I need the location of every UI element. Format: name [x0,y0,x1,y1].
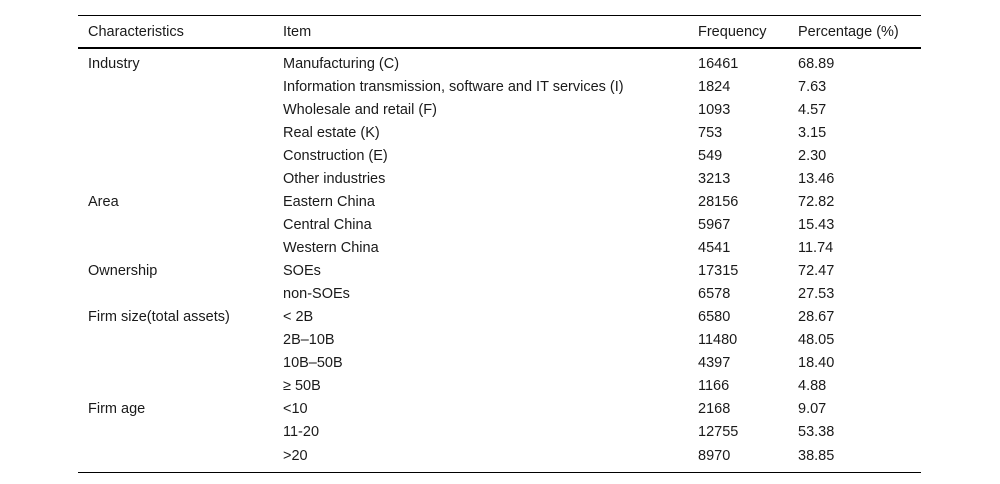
cell-percentage: 15.43 [798,216,835,233]
cell-characteristic [78,236,273,259]
cell-characteristic [78,374,273,397]
cell-characteristic [78,121,273,144]
cell-item: 10B–50B [283,354,343,371]
cell-characteristic: Industry [88,55,140,72]
cell-frequency: 753 [698,124,723,141]
cell-characteristic: Firm size(total assets) [88,308,230,325]
cell-frequency: 17315 [698,262,739,279]
cell-characteristic: Firm age [88,400,146,417]
cell-frequency: 3213 [698,170,731,187]
cell-item: SOEs [283,262,321,279]
cell-characteristic [78,282,273,305]
header-frequency: Frequency [698,23,767,40]
cell-frequency: 6580 [698,308,731,325]
cell-item: Information transmission, software and I… [283,78,624,95]
table-row: Firm size(total assets) < 2B 6580 28.67 [78,305,921,328]
cell-characteristic [78,98,273,121]
cell-item: Manufacturing (C) [283,55,400,72]
table-body: Industry Manufacturing (C) 16461 68.89 I… [78,48,921,473]
cell-percentage: 38.85 [798,448,835,464]
cell-percentage: 4.57 [798,101,827,118]
table-row: Firm age <10 2168 9.07 [78,397,921,420]
header-percentage: Percentage (%) [798,23,899,40]
cell-item: >20 [283,448,308,464]
cell-item: Eastern China [283,193,375,210]
header-row: Characteristics Item Frequency Percentag… [78,15,921,48]
cell-item: non-SOEs [283,285,350,302]
cell-item: Construction (E) [283,147,388,164]
cell-characteristic: Ownership [88,262,158,279]
cell-characteristic [78,213,273,236]
table-row: Area Eastern China 28156 72.82 [78,190,921,213]
table-row: Central China 5967 15.43 [78,213,921,236]
table-row: Ownership SOEs 17315 72.47 [78,259,921,282]
cell-frequency: 1093 [698,101,731,118]
cell-frequency: 8970 [698,448,731,464]
cell-item: Wholesale and retail (F) [283,101,437,118]
cell-item: <10 [283,400,308,417]
table-row: 2B–10B 11480 48.05 [78,328,921,351]
cell-frequency: 16461 [698,55,739,72]
table-row: Western China 4541 11.74 [78,236,921,259]
cell-frequency: 4541 [698,239,731,256]
cell-frequency: 6578 [698,285,731,302]
table-header: Characteristics Item Frequency Percentag… [78,15,921,48]
cell-characteristic [78,328,273,351]
table-row: 11-20 12755 53.38 [78,420,921,443]
cell-item: Real estate (K) [283,124,380,141]
table-row: Information transmission, software and I… [78,75,921,98]
cell-characteristic [78,75,273,98]
cell-characteristic [78,351,273,374]
cell-percentage: 13.46 [798,170,835,187]
cell-percentage: 72.47 [798,262,835,279]
cell-percentage: 53.38 [798,423,835,440]
sample-characteristics-table-container: Characteristics Item Frequency Percentag… [78,15,921,473]
cell-frequency: 12755 [698,423,739,440]
cell-percentage: 18.40 [798,354,835,371]
cell-characteristic: Area [88,193,119,210]
cell-percentage: 11.74 [798,239,834,256]
cell-characteristic [78,443,273,473]
cell-frequency: 28156 [698,193,739,210]
table-row: Industry Manufacturing (C) 16461 68.89 [78,48,921,75]
table-row: Wholesale and retail (F) 1093 4.57 [78,98,921,121]
cell-percentage: 28.67 [798,308,835,325]
cell-percentage: 2.30 [798,147,827,164]
cell-percentage: 4.88 [798,377,827,394]
sample-characteristics-table: Characteristics Item Frequency Percentag… [78,15,921,473]
cell-characteristic [78,144,273,167]
cell-item: 2B–10B [283,331,335,348]
header-characteristics: Characteristics [88,23,184,40]
cell-frequency: 4397 [698,354,731,371]
cell-characteristic [78,167,273,190]
table-row: Real estate (K) 753 3.15 [78,121,921,144]
cell-frequency: 1824 [698,78,731,95]
cell-frequency: 5967 [698,216,731,233]
cell-frequency: 1166 [698,377,730,394]
cell-item: ≥ 50B [283,377,321,394]
cell-percentage: 7.63 [798,78,827,95]
cell-percentage: 72.82 [798,193,835,210]
cell-item: Western China [283,239,379,256]
cell-frequency: 549 [698,147,723,164]
cell-percentage: 27.53 [798,285,835,302]
cell-frequency: 2168 [698,400,731,417]
cell-item: Other industries [283,170,386,187]
cell-item: Central China [283,216,372,233]
cell-item: < 2B [283,308,314,325]
cell-frequency: 11480 [698,331,738,348]
table-row: ≥ 50B 1166 4.88 [78,374,921,397]
table-row: 10B–50B 4397 18.40 [78,351,921,374]
cell-percentage: 3.15 [798,124,827,141]
table-row: Other industries 3213 13.46 [78,167,921,190]
header-item: Item [283,23,312,40]
table-row: non-SOEs 6578 27.53 [78,282,921,305]
table-row: >20 8970 38.85 [78,443,921,473]
cell-characteristic [78,420,273,443]
cell-percentage: 48.05 [798,331,835,348]
cell-item: 11-20 [283,423,320,440]
cell-percentage: 68.89 [798,55,835,72]
cell-percentage: 9.07 [798,400,827,417]
table-row: Construction (E) 549 2.30 [78,144,921,167]
